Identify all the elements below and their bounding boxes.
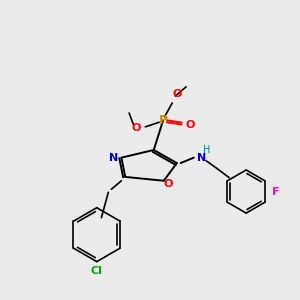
Text: N: N: [109, 153, 118, 164]
Text: O: O: [164, 179, 173, 189]
Text: O: O: [131, 123, 141, 133]
Text: N: N: [197, 153, 206, 164]
Text: O: O: [172, 89, 182, 99]
Text: P: P: [158, 114, 168, 127]
Text: F: F: [272, 187, 279, 196]
Text: H: H: [203, 145, 211, 155]
Text: Cl: Cl: [91, 266, 103, 276]
Text: O: O: [185, 119, 195, 130]
